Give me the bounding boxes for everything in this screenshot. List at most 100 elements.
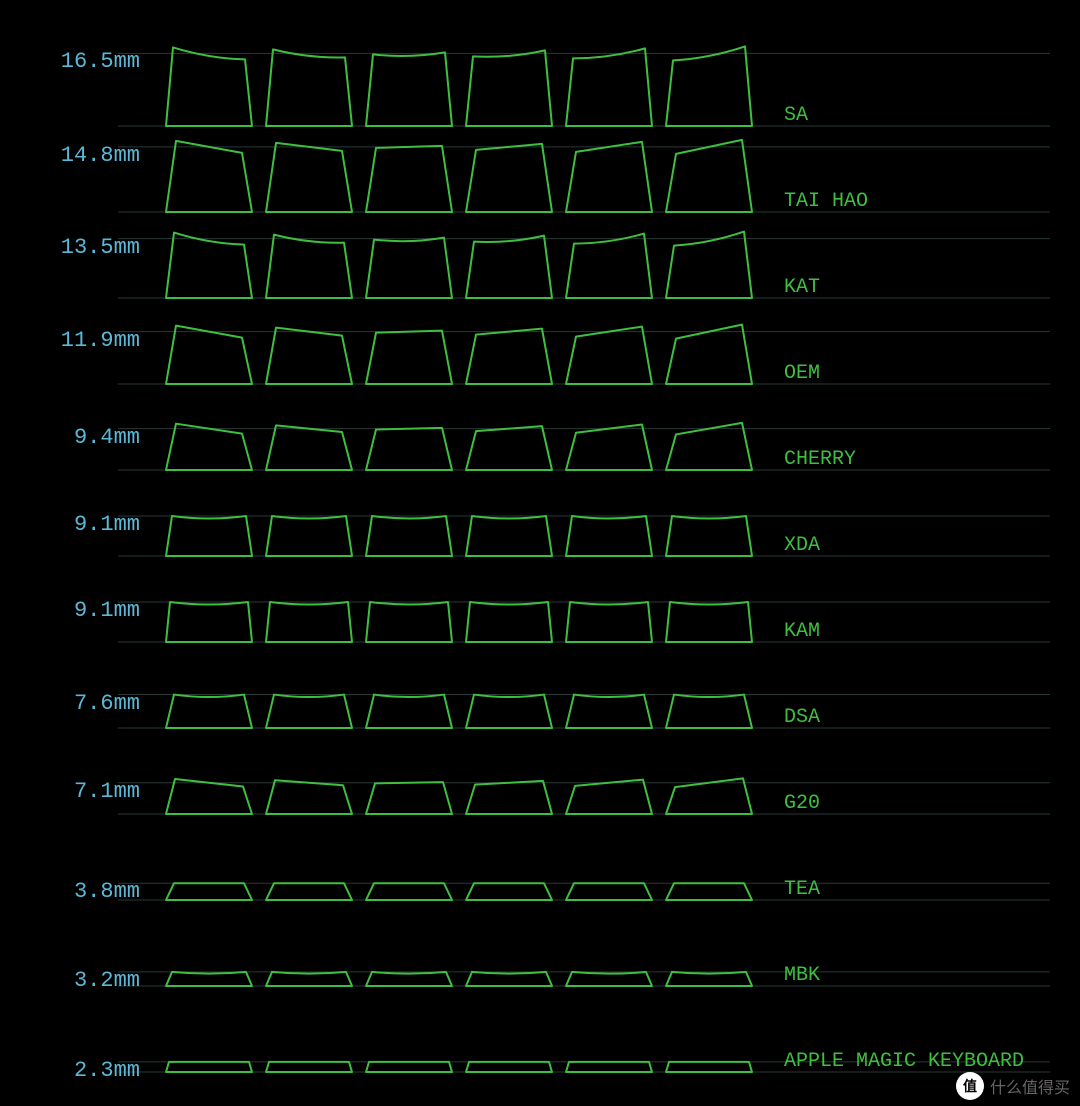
profile-name-label: KAT — [784, 276, 820, 299]
keycap-outline — [666, 232, 752, 298]
keycap-outline — [366, 428, 452, 470]
keycap-outline — [666, 423, 752, 470]
height-label: 9.4mm — [74, 425, 140, 450]
profile-name-label: G20 — [784, 792, 820, 815]
keycap-outline — [566, 972, 652, 986]
height-label: 2.3mm — [74, 1058, 140, 1083]
keycap-outline — [666, 516, 752, 556]
watermark-text: 什么值得买 — [990, 1074, 1070, 1098]
keycap-outline — [366, 516, 452, 556]
keycap-outline — [466, 1062, 552, 1072]
height-label: 11.9mm — [61, 328, 140, 353]
height-label: 3.8mm — [74, 879, 140, 904]
height-label: 16.5mm — [61, 49, 140, 74]
height-label: 9.1mm — [74, 512, 140, 537]
keycap-outline — [166, 141, 252, 212]
keycap-outline — [266, 602, 352, 642]
profile-name-label: XDA — [784, 534, 820, 557]
keycap-outline — [366, 331, 452, 384]
keycap-outline — [566, 142, 652, 212]
keycap-outline — [566, 780, 652, 814]
keycap-outline — [266, 328, 352, 384]
keycap-outline — [366, 972, 452, 986]
watermark-badge: 值 — [956, 1072, 984, 1100]
keycap-outline — [466, 144, 552, 212]
keycap-outline — [666, 325, 752, 384]
height-label: 14.8mm — [61, 143, 140, 168]
keycap-outline — [566, 48, 652, 126]
keycap-outline — [566, 327, 652, 384]
profile-name-label: DSA — [784, 706, 820, 729]
keycap-outline — [366, 238, 452, 298]
keycap-outline — [566, 425, 652, 470]
keycap-outline — [366, 883, 452, 900]
keycap-outline — [166, 1062, 252, 1072]
height-label: 7.1mm — [74, 779, 140, 804]
height-label: 9.1mm — [74, 598, 140, 623]
keycap-outline — [366, 52, 452, 126]
keycap-outline — [466, 516, 552, 556]
keycap-outline — [266, 695, 352, 728]
keycap-outline — [666, 46, 752, 126]
watermark: 值 什么值得买 — [956, 1072, 1070, 1100]
keycap-outline — [566, 516, 652, 556]
keycap-outline — [666, 972, 752, 986]
keycap-outline — [666, 1062, 752, 1072]
keycap-outline — [266, 49, 352, 126]
keycap-outline — [666, 140, 752, 212]
keycap-outline — [266, 425, 352, 470]
keycap-outline — [366, 782, 452, 814]
keycap-outline — [266, 235, 352, 298]
keycap-outline — [166, 516, 252, 556]
keycap-outline — [566, 602, 652, 642]
profile-name-label: CHERRY — [784, 448, 856, 471]
keycap-outline — [366, 695, 452, 728]
keycap-outline — [466, 883, 552, 900]
keycap-outline — [366, 1062, 452, 1072]
keycap-outline — [566, 883, 652, 900]
keycap-outline — [166, 883, 252, 900]
diagram-stage: 值 什么值得买 16.5mm SA 14.8mm TAI HAO 13.5mm KAT 11… — [0, 0, 1080, 1106]
profile-name-label: OEM — [784, 362, 820, 385]
keycap-outline — [266, 780, 352, 814]
keycap-outline — [266, 516, 352, 556]
keycap-outline — [466, 426, 552, 470]
keycap-outline — [166, 233, 252, 298]
diagram-svg — [0, 0, 1080, 1106]
keycap-outline — [666, 602, 752, 642]
keycap-outline — [666, 883, 752, 900]
keycap-outline — [166, 779, 252, 814]
keycap-outline — [266, 883, 352, 900]
profile-name-label: KAM — [784, 620, 820, 643]
keycap-outline — [166, 47, 252, 126]
keycap-outline — [166, 326, 252, 384]
keycap-outline — [566, 695, 652, 728]
keycap-outline — [366, 146, 452, 212]
keycap-outline — [466, 602, 552, 642]
profile-name-label: TAI HAO — [784, 190, 868, 213]
keycap-outline — [166, 972, 252, 986]
keycap-outline — [266, 1062, 352, 1072]
keycap-outline — [366, 602, 452, 642]
keycap-outline — [566, 234, 652, 298]
keycap-outline — [466, 695, 552, 728]
keycap-outline — [466, 781, 552, 814]
profile-name-label: MBK — [784, 964, 820, 987]
profile-name-label: APPLE MAGIC KEYBOARD — [784, 1050, 1024, 1073]
keycap-outline — [266, 972, 352, 986]
keycap-outline — [466, 236, 552, 298]
keycap-outline — [166, 602, 252, 642]
keycap-outline — [266, 143, 352, 212]
keycap-outline — [466, 329, 552, 384]
keycap-outline — [666, 778, 752, 814]
profile-name-label: SA — [784, 104, 808, 127]
keycap-outline — [166, 424, 252, 470]
keycap-outline — [466, 972, 552, 986]
profile-name-label: TEA — [784, 878, 820, 901]
height-label: 7.6mm — [74, 691, 140, 716]
height-label: 13.5mm — [61, 235, 140, 260]
height-label: 3.2mm — [74, 968, 140, 993]
keycap-outline — [566, 1062, 652, 1072]
keycap-outline — [466, 50, 552, 126]
keycap-outline — [166, 695, 252, 728]
